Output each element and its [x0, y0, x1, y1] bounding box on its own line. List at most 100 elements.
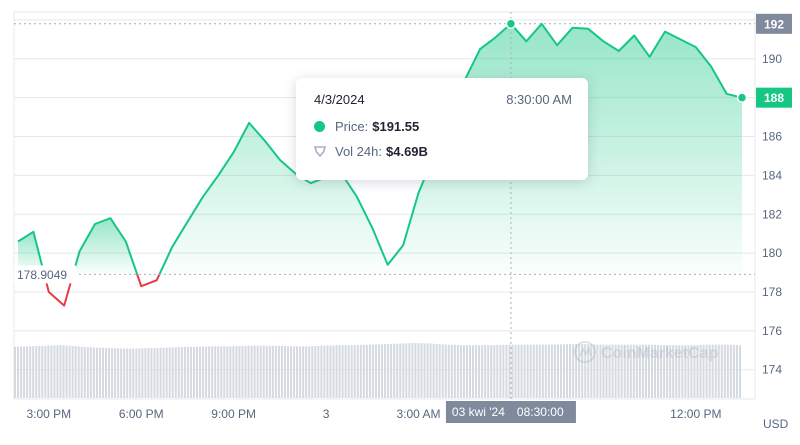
- tooltip-price-row: Price: $191.55: [314, 119, 419, 134]
- volume-bar: [111, 348, 114, 398]
- volume-bar: [265, 345, 268, 398]
- volume-bar: [641, 344, 644, 398]
- volume-bar: [277, 345, 280, 398]
- tooltip-volume-label: Vol 24h:: [335, 144, 382, 159]
- volume-bar: [350, 345, 353, 398]
- volume-bar: [283, 346, 286, 398]
- crosshair-time-text: 08:30:00: [517, 405, 564, 419]
- volume-bar: [250, 345, 253, 398]
- volume-bar: [232, 346, 235, 398]
- volume-bar: [329, 345, 332, 398]
- volume-bar: [290, 346, 293, 398]
- volume-bar: [347, 345, 350, 398]
- volume-bar: [717, 344, 720, 398]
- volume-bar: [256, 345, 259, 398]
- y-tick-label: 178: [762, 285, 782, 299]
- volume-bar: [293, 346, 296, 398]
- volume-bar: [35, 346, 38, 398]
- high-price-tag-text: 192: [764, 17, 784, 31]
- last-price-tag: [756, 87, 792, 108]
- volume-bar: [196, 346, 198, 398]
- volume-bar: [381, 344, 384, 398]
- volume-bar: [669, 345, 672, 398]
- volume-bar: [168, 347, 171, 398]
- volume-bar: [226, 346, 229, 398]
- volume-bar: [126, 348, 129, 398]
- volume-bar: [47, 345, 50, 398]
- volume-bar: [338, 345, 341, 398]
- volume-bar: [657, 345, 660, 398]
- line-segment-up: [17, 230, 46, 275]
- volume-bar: [493, 345, 496, 398]
- volume-bar: [681, 345, 684, 398]
- volume-bar: [420, 343, 423, 398]
- volume-bar: [678, 345, 681, 398]
- volume-bar: [138, 348, 141, 398]
- volume-bar: [651, 344, 653, 398]
- x-tick-label: 3: [323, 407, 330, 421]
- baseline-value-label: 178.9049: [17, 268, 67, 282]
- volume-bar: [432, 343, 435, 398]
- volume-bar: [183, 346, 186, 398]
- volume-bar: [17, 346, 20, 398]
- volume-bar: [544, 344, 547, 398]
- volume-bar: [535, 344, 538, 398]
- volume-bar: [666, 345, 669, 398]
- volume-bar: [44, 345, 47, 398]
- volume-bar: [572, 344, 575, 398]
- x-tick-label: 3:00 AM: [396, 407, 440, 421]
- volume-bar: [368, 344, 371, 398]
- volume-bar: [684, 345, 687, 398]
- volume-bar: [26, 346, 29, 398]
- volume-bar: [211, 346, 214, 398]
- volume-bar: [490, 345, 493, 398]
- volume-bar: [660, 345, 663, 398]
- y-tick-label: 186: [762, 130, 782, 144]
- volume-bar: [496, 345, 499, 398]
- logo-wave: [579, 345, 592, 357]
- volume-bar: [120, 348, 123, 398]
- volume-bar: [271, 345, 274, 398]
- axes: 174 176 178 180 182 184 186 188 190 192 3:00 PM 6:0…: [14, 12, 789, 431]
- crosshair-date-tag: [445, 401, 576, 423]
- volume-bar: [135, 348, 138, 398]
- volume-bar: [532, 344, 535, 398]
- volume-bar: [150, 348, 153, 398]
- price-dot-icon: [314, 121, 325, 132]
- volume-bar: [735, 345, 738, 398]
- baseline-label-bg: [14, 265, 76, 284]
- volume-bar: [617, 344, 620, 398]
- volume-bar: [59, 345, 62, 398]
- volume-bar: [208, 346, 211, 398]
- volume-bar: [86, 347, 89, 398]
- volume-bar: [550, 344, 553, 398]
- volume-bar: [629, 344, 632, 398]
- volume-bar: [578, 344, 581, 398]
- volume-bar: [387, 343, 390, 398]
- plot-frame: [13, 11, 756, 400]
- volume-bar: [202, 346, 205, 398]
- volume-bar: [186, 346, 189, 398]
- volume-bar: [726, 344, 729, 398]
- volume-bar: [323, 345, 326, 398]
- volume-bar: [177, 347, 180, 398]
- volume-bar: [599, 344, 602, 398]
- volume-bar: [469, 345, 471, 398]
- volume-bars: [14, 343, 741, 398]
- volume-bar: [95, 347, 98, 398]
- x-tick-label: 9:00 PM: [211, 407, 256, 421]
- volume-bar: [50, 345, 53, 398]
- volume-bar: [305, 346, 308, 398]
- volume-bar: [693, 345, 696, 398]
- volume-bar: [720, 344, 723, 398]
- volume-bar: [374, 344, 377, 398]
- area-fill: [18, 231, 45, 275]
- volume-bar: [596, 344, 599, 398]
- crosshair-date-text: 03 kwi '24: [452, 405, 505, 419]
- volume-bar: [499, 344, 502, 398]
- volume-bar: [675, 345, 678, 398]
- volume-icon: [314, 146, 326, 157]
- y-tick-label: 184: [762, 168, 782, 182]
- volume-bar: [302, 346, 305, 398]
